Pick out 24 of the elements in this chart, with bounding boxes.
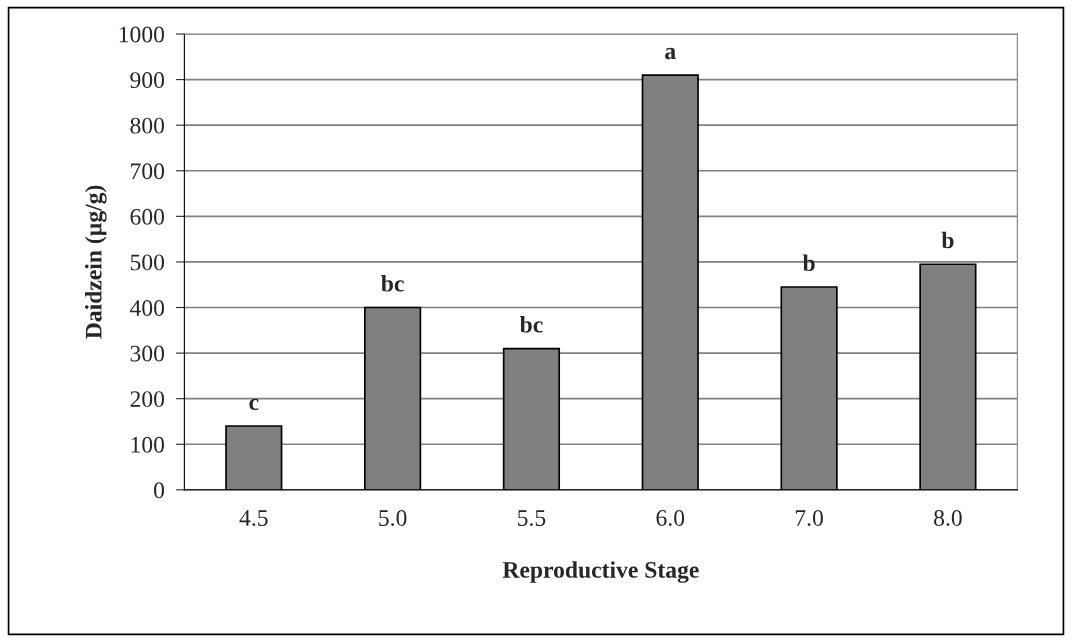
x-tick-label: 8.0 (934, 509, 962, 527)
y-tick-label: 300 (130, 345, 165, 362)
x-tick-label: 4.5 (239, 510, 268, 527)
x-tick-label: 7.0 (795, 509, 823, 527)
annotation: c (249, 398, 259, 411)
y-tick-label: 700 (131, 163, 165, 180)
x-tick-label: 5.5 (518, 510, 546, 527)
y-tick-label: 600 (130, 208, 165, 225)
y-axis-title: Daidzein (µg/g) (85, 185, 107, 339)
y-tick-label: 400 (129, 300, 165, 316)
annotation: a (665, 47, 676, 60)
y-tick-label: 1000 (119, 26, 165, 43)
y-tick-label: 900 (130, 72, 165, 89)
y-tick-label: 800 (130, 117, 165, 134)
annotation: b (941, 231, 954, 249)
y-tick-label: 200 (130, 391, 165, 408)
annotation: bc (381, 274, 404, 292)
y-tick-label: 100 (131, 436, 165, 453)
y-tick-label: 0 (154, 482, 165, 499)
x-axis-title: Reproductive Stage (502, 561, 699, 583)
x-tick-label: 5.0 (379, 509, 407, 527)
x-tick-label: 6.0 (656, 509, 685, 527)
y-tick-label: 500 (130, 254, 165, 271)
annotation: bc (519, 316, 543, 333)
